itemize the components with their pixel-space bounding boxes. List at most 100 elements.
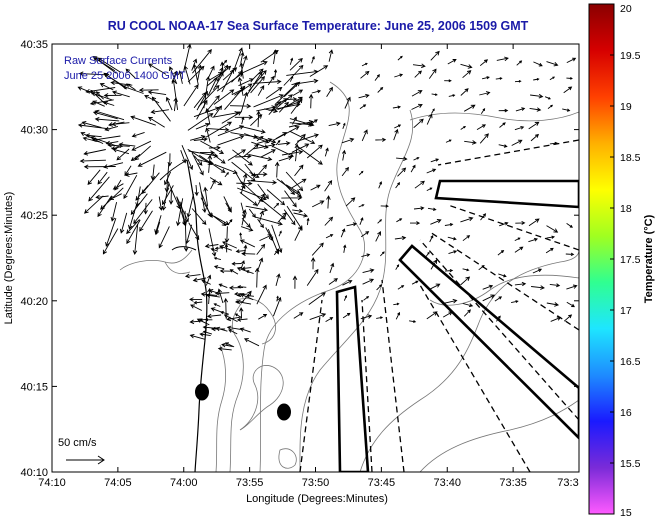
current-vector bbox=[462, 303, 474, 308]
current-vector bbox=[273, 202, 280, 209]
current-vector bbox=[411, 90, 423, 97]
current-vector bbox=[374, 74, 380, 81]
current-vector bbox=[138, 87, 159, 93]
current-vector bbox=[342, 312, 351, 319]
current-vector bbox=[306, 217, 310, 226]
current-vector bbox=[395, 182, 401, 189]
current-vector bbox=[324, 216, 334, 226]
current-vector bbox=[93, 57, 116, 72]
current-vector bbox=[462, 268, 470, 272]
current-vector bbox=[139, 210, 153, 232]
current-vector bbox=[549, 76, 556, 81]
current-vector bbox=[426, 187, 433, 192]
contour-line bbox=[235, 298, 276, 345]
current-vector bbox=[256, 243, 266, 255]
radar-dashed-lines bbox=[299, 139, 579, 472]
current-vector bbox=[207, 76, 218, 96]
current-vector bbox=[530, 133, 539, 142]
current-vector bbox=[283, 81, 301, 98]
current-vector bbox=[328, 49, 334, 62]
current-vector bbox=[532, 268, 543, 274]
current-vector bbox=[272, 146, 294, 157]
current-vector bbox=[546, 235, 556, 239]
current-vector bbox=[244, 163, 256, 178]
current-vector bbox=[217, 134, 245, 146]
current-vector bbox=[91, 91, 113, 101]
current-vector bbox=[394, 235, 407, 241]
current-vector bbox=[250, 75, 266, 94]
current-vector bbox=[494, 296, 503, 302]
current-vector bbox=[393, 128, 399, 141]
current-vector bbox=[111, 90, 130, 98]
current-vector bbox=[482, 294, 496, 302]
current-vector bbox=[213, 303, 221, 307]
current-vector bbox=[309, 119, 318, 126]
current-vector bbox=[87, 169, 101, 186]
current-vector bbox=[566, 284, 578, 290]
map-panel: Raw Surface Currents June 25 2006 1400 G… bbox=[51, 43, 580, 473]
marker-north bbox=[195, 383, 209, 401]
current-vector bbox=[361, 253, 371, 258]
current-vector bbox=[99, 83, 114, 91]
current-vector bbox=[460, 125, 467, 130]
current-vector bbox=[514, 79, 522, 83]
current-vector bbox=[275, 132, 288, 140]
current-vector bbox=[77, 123, 111, 130]
marker-south bbox=[277, 403, 291, 421]
current-vector bbox=[273, 69, 278, 78]
current-vector bbox=[218, 283, 228, 289]
current-vector bbox=[213, 105, 223, 117]
current-vector bbox=[379, 251, 385, 257]
current-vector bbox=[195, 122, 210, 130]
current-vector bbox=[212, 110, 240, 118]
current-vector bbox=[235, 249, 246, 254]
current-vector bbox=[296, 133, 319, 142]
current-vector bbox=[325, 234, 334, 239]
dashed-line bbox=[419, 239, 579, 421]
current-vector bbox=[259, 234, 273, 242]
current-vector bbox=[516, 60, 523, 66]
current-vector bbox=[154, 221, 161, 236]
current-vector bbox=[85, 87, 116, 94]
current-vector bbox=[511, 139, 523, 146]
current-vector bbox=[205, 127, 211, 143]
current-vector bbox=[277, 141, 291, 146]
current-vector bbox=[78, 71, 107, 77]
current-vector bbox=[192, 277, 207, 283]
current-vector bbox=[183, 84, 199, 107]
current-vector bbox=[326, 86, 333, 97]
current-vector bbox=[463, 309, 471, 317]
current-vector bbox=[258, 210, 265, 223]
current-vector bbox=[223, 314, 238, 322]
current-vector bbox=[311, 200, 325, 208]
current-vector bbox=[346, 222, 358, 227]
current-vector bbox=[546, 302, 560, 307]
current-vector bbox=[257, 183, 269, 200]
current-vector bbox=[375, 230, 382, 242]
current-vector bbox=[464, 140, 477, 145]
current-vector bbox=[164, 171, 172, 186]
current-vector bbox=[226, 325, 241, 331]
current-vector bbox=[205, 95, 220, 113]
current-vector bbox=[310, 257, 316, 270]
current-vector bbox=[123, 174, 138, 200]
current-vector bbox=[220, 61, 225, 77]
colorbar-tick-label: 19 bbox=[620, 101, 632, 113]
current-vector bbox=[515, 221, 526, 225]
current-vector bbox=[256, 110, 261, 128]
current-vector bbox=[480, 107, 486, 114]
current-vector bbox=[236, 266, 250, 273]
current-vector bbox=[410, 221, 421, 225]
current-vector bbox=[245, 205, 269, 212]
current-vector bbox=[167, 153, 173, 167]
current-vector bbox=[414, 70, 422, 78]
contour-line bbox=[409, 111, 579, 122]
current-vector bbox=[427, 207, 437, 211]
current-vector bbox=[397, 167, 407, 177]
map-background bbox=[52, 44, 579, 472]
current-vector bbox=[265, 227, 274, 242]
current-vector bbox=[203, 76, 211, 109]
current-vector bbox=[363, 296, 370, 301]
current-vector bbox=[447, 236, 457, 241]
current-vector bbox=[414, 180, 425, 189]
